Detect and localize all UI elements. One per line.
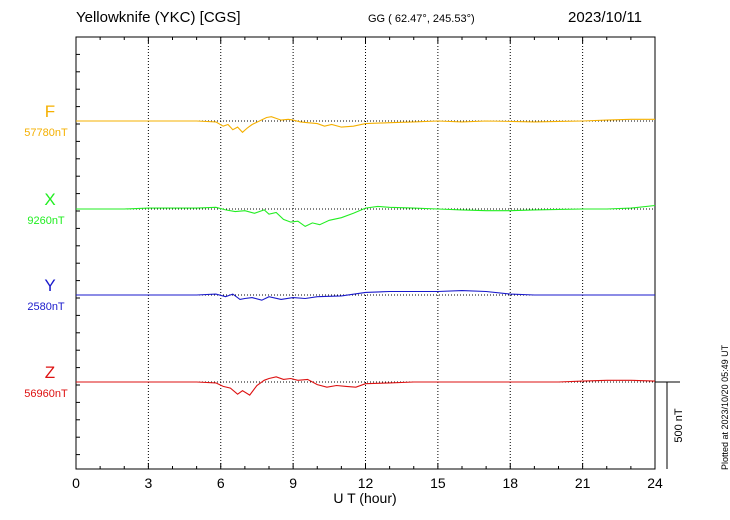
component-label-x: X [44,190,55,209]
baseline-value-y: 2580nT [27,301,65,313]
scale-bar-label: 500 nT [673,408,685,443]
component-label-y: Y [44,276,55,295]
x-tick-label: 9 [289,475,297,491]
x-tick-label: 12 [358,475,374,491]
trace-x [76,204,656,228]
baseline-value-f: 57780nT [24,127,68,139]
trace-y [76,290,655,301]
x-tick-label: 15 [430,475,446,491]
x-tick-label: 21 [575,475,591,491]
x-axis-label: U T (hour) [333,490,396,506]
x-tick-label: 18 [502,475,518,491]
station-title: Yellowknife (YKC) [CGS] [76,9,241,26]
geographic-coordinates: GG ( 62.47°, 245.53°) [368,13,475,25]
trace-f [76,116,655,134]
component-label-z: Z [45,363,55,382]
x-tick-label: 0 [72,475,80,491]
baseline-value-z: 56960nT [24,388,68,400]
date-label: 2023/10/11 [568,9,642,26]
x-tick-label: 3 [144,475,152,491]
trace-z [76,376,656,396]
baseline-value-x: 9260nT [27,215,65,227]
x-tick-label: 24 [647,475,663,491]
x-tick-label: 6 [217,475,225,491]
component-label-f: F [45,102,55,121]
